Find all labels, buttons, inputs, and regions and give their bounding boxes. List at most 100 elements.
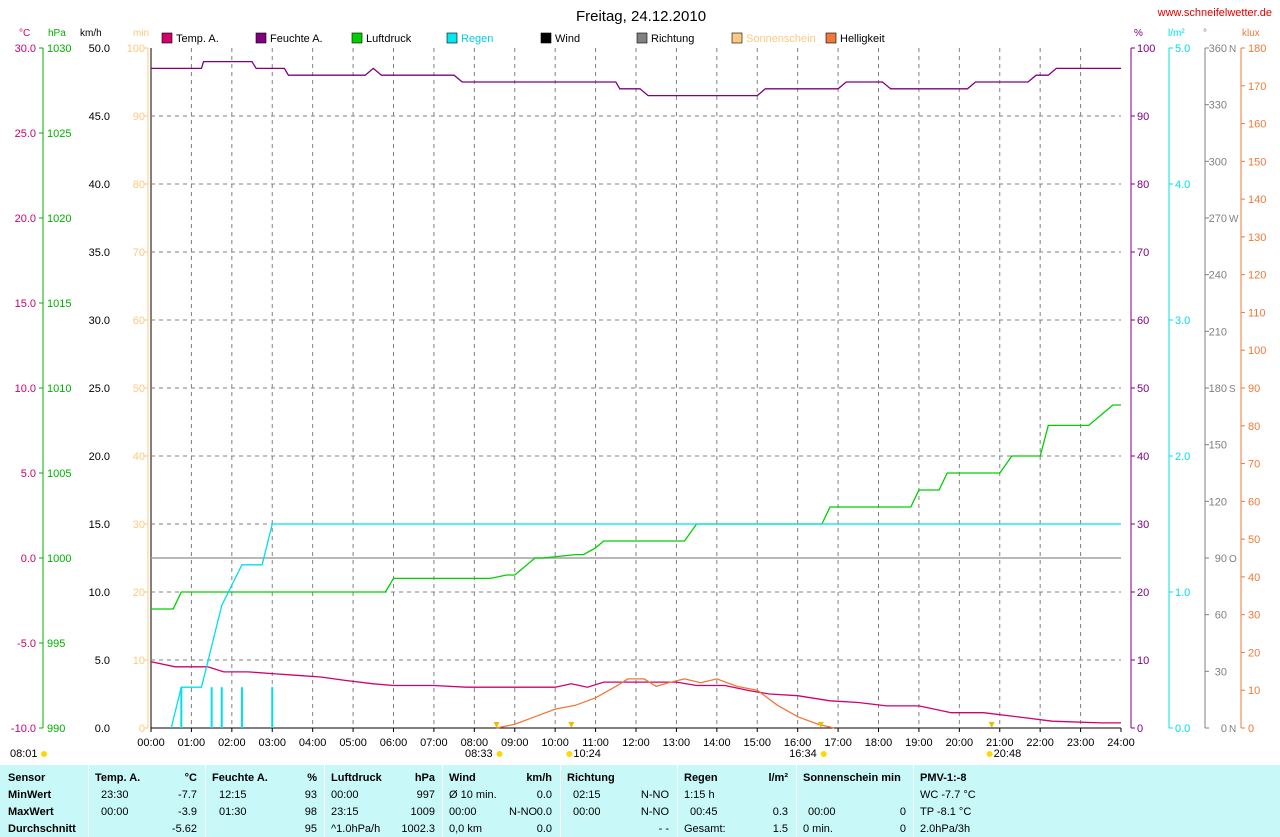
legend-label-5: Richtung bbox=[651, 33, 694, 45]
axis-tick-label-3-4: 60 bbox=[133, 315, 145, 327]
site-link[interactable]: www.schneifelwetter.de bbox=[1157, 7, 1272, 19]
stats-dir-time: 00:00 bbox=[573, 806, 601, 818]
sun-icon-0 bbox=[41, 751, 47, 757]
axis-tick-label-6-6: 180 bbox=[1209, 383, 1227, 395]
axis-tick-label-3-3: 70 bbox=[133, 247, 145, 259]
axis-tick-label-7-18: 0 bbox=[1248, 723, 1254, 735]
stats-header-6: hPa bbox=[414, 772, 435, 784]
stats-header-11: l/m² bbox=[768, 772, 788, 784]
axis-unit-0: °C bbox=[19, 28, 30, 39]
axis-tick-label-4-8: 20 bbox=[1137, 587, 1149, 599]
axis-tick-label-7-15: 30 bbox=[1248, 610, 1260, 622]
axis-tick-label-6-3: 270 bbox=[1209, 213, 1227, 225]
axis-tick-label-5-3: 2.0 bbox=[1175, 451, 1190, 463]
axis-tick-label-7-9: 90 bbox=[1248, 383, 1260, 395]
axis-tick-label-7-1: 170 bbox=[1248, 81, 1266, 93]
axis-tick-label-2-0: 50.0 bbox=[89, 43, 110, 55]
sun-marker-label-3: 16:34 bbox=[789, 748, 817, 760]
axis-tick-label-4-4: 60 bbox=[1137, 315, 1149, 327]
axis-tick-label-7-11: 70 bbox=[1248, 459, 1260, 471]
stats-hum-time: 01:30 bbox=[219, 806, 247, 818]
axis-tick-label-2-8: 10.0 bbox=[89, 587, 110, 599]
axis-tick-label-1-7: 995 bbox=[47, 638, 65, 650]
stats-header-2: °C bbox=[184, 772, 197, 784]
stats-rain-value: 1.5 bbox=[772, 823, 788, 835]
stats-pres-time: 00:00 bbox=[331, 789, 359, 801]
axis-tick-label-1-4: 1010 bbox=[47, 383, 71, 395]
axis-tick-label-0-4: 10.0 bbox=[15, 383, 36, 395]
axis-tick-label-0-8: -10.0 bbox=[11, 723, 36, 735]
weather-chart: Freitag, 24.12.2010 www.schneifelwetter.… bbox=[10, 7, 1272, 760]
axis-tick-label-3-6: 40 bbox=[133, 451, 145, 463]
x-tick-label-1: 01:00 bbox=[178, 737, 206, 749]
axis-tick-label-5-0: 5.0 bbox=[1175, 43, 1190, 55]
axis-tick-label-7-0: 180 bbox=[1248, 43, 1266, 55]
legend-swatch-1 bbox=[255, 32, 267, 44]
stats-pmv: WC -7.7 °C bbox=[920, 789, 976, 801]
sun-marker-tri-3 bbox=[817, 722, 824, 728]
axis-unit-5: l/m² bbox=[1168, 28, 1185, 39]
stats-header-10: Regen bbox=[684, 772, 718, 784]
axis-tick-label-0-7: -5.0 bbox=[17, 638, 36, 650]
x-tick-label-17: 17:00 bbox=[824, 737, 852, 749]
stats-temp-value: -5.62 bbox=[171, 823, 197, 835]
sun-icon-1 bbox=[496, 751, 503, 757]
legend-label-4: Wind bbox=[555, 33, 580, 45]
axis-tick-label-2-9: 5.0 bbox=[95, 655, 110, 667]
sun-marker-label-1: 08:33 bbox=[465, 748, 493, 760]
x-tick-label-0: 00:00 bbox=[137, 737, 165, 749]
axis-tick-label-1-5: 1005 bbox=[47, 468, 71, 480]
series-line-0 bbox=[151, 60, 1121, 97]
stats-col-separator bbox=[796, 765, 797, 837]
sun-marker-label-4: 20:48 bbox=[994, 748, 1022, 760]
series-lines bbox=[150, 60, 1121, 729]
axis-tick-label-6-0: 360 bbox=[1209, 43, 1227, 55]
stats-wind-value: 0.0 bbox=[536, 789, 552, 801]
sun-markers: 08:01 08:33 10:24 16:34 20:48 bbox=[10, 722, 1021, 760]
series-line-4 bbox=[496, 678, 835, 729]
x-tick-label-19: 19:00 bbox=[905, 737, 933, 749]
stats-header-3: Feuchte A. bbox=[212, 772, 268, 784]
axis-tick-suffix-6: S bbox=[1229, 384, 1236, 395]
axis-tick-suffix-3: W bbox=[1229, 214, 1239, 225]
axis-tick-label-7-7: 110 bbox=[1248, 307, 1266, 319]
sun-icon-3 bbox=[820, 751, 827, 757]
axis-tick-label-6-2: 300 bbox=[1209, 156, 1227, 168]
stats-sun-value: 0 bbox=[899, 823, 906, 835]
x-tick-label-23: 23:00 bbox=[1067, 737, 1095, 749]
axis-tick-label-7-6: 120 bbox=[1248, 270, 1266, 282]
stats-dir-value: N-NO bbox=[640, 806, 669, 818]
axis-tick-label-4-10: 0 bbox=[1137, 723, 1143, 735]
axis-tick-label-0-5: 5.0 bbox=[21, 468, 36, 480]
stats-temp-time: 00:00 bbox=[101, 806, 129, 818]
axis-units: °C 30.0 25.0 20.0 15.0 10.0 5.0 0.0 -5.0 -10.0 hPa… bbox=[11, 28, 1266, 735]
series-line-3 bbox=[170, 523, 1121, 729]
legend-swatch-2 bbox=[351, 32, 363, 44]
x-tick-label-3: 03:00 bbox=[258, 737, 286, 749]
axis-tick-label-3-10: 0 bbox=[139, 723, 145, 735]
stats-wind-time: Ø 10 min. bbox=[449, 789, 497, 801]
x-tick-label-22: 22:00 bbox=[1026, 737, 1054, 749]
axis-tick-label-2-1: 45.0 bbox=[89, 111, 110, 123]
legend: Temp. A. Feuchte A. Luftdruck Regen Wind Rich… bbox=[161, 32, 885, 45]
axis-tick-label-6-1: 330 bbox=[1209, 100, 1227, 112]
stats-dir-time: 02:15 bbox=[573, 789, 601, 801]
stats-table: Sensor Temp. A. °C Feuchte A.% Luftdruck hPa W… bbox=[0, 765, 1280, 837]
axis-tick-label-2-6: 20.0 bbox=[89, 451, 110, 463]
stats-temp-value: -3.9 bbox=[178, 806, 197, 818]
sun-marker-tri-2 bbox=[568, 722, 575, 728]
stats-hum-value: 93 bbox=[304, 789, 317, 801]
stats-header-4: % bbox=[307, 772, 317, 784]
stats-row-label: MinWert bbox=[8, 789, 52, 801]
stats-header-7: Wind bbox=[449, 772, 476, 784]
x-tick-label-2: 02:00 bbox=[218, 737, 246, 749]
axis-tick-label-7-17: 10 bbox=[1248, 685, 1260, 697]
axis-tick-label-3-0: 100 bbox=[127, 43, 145, 55]
axis-unit-7: klux bbox=[1242, 28, 1260, 39]
stats-col-separator bbox=[205, 765, 206, 837]
chart-title: Freitag, 24.12.2010 bbox=[576, 8, 706, 25]
axis-tick-label-3-8: 20 bbox=[133, 587, 145, 599]
sun-marker-tri-1 bbox=[493, 722, 500, 728]
axis-tick-label-3-2: 80 bbox=[133, 179, 145, 191]
stats-sun-value: 0 bbox=[899, 806, 906, 818]
